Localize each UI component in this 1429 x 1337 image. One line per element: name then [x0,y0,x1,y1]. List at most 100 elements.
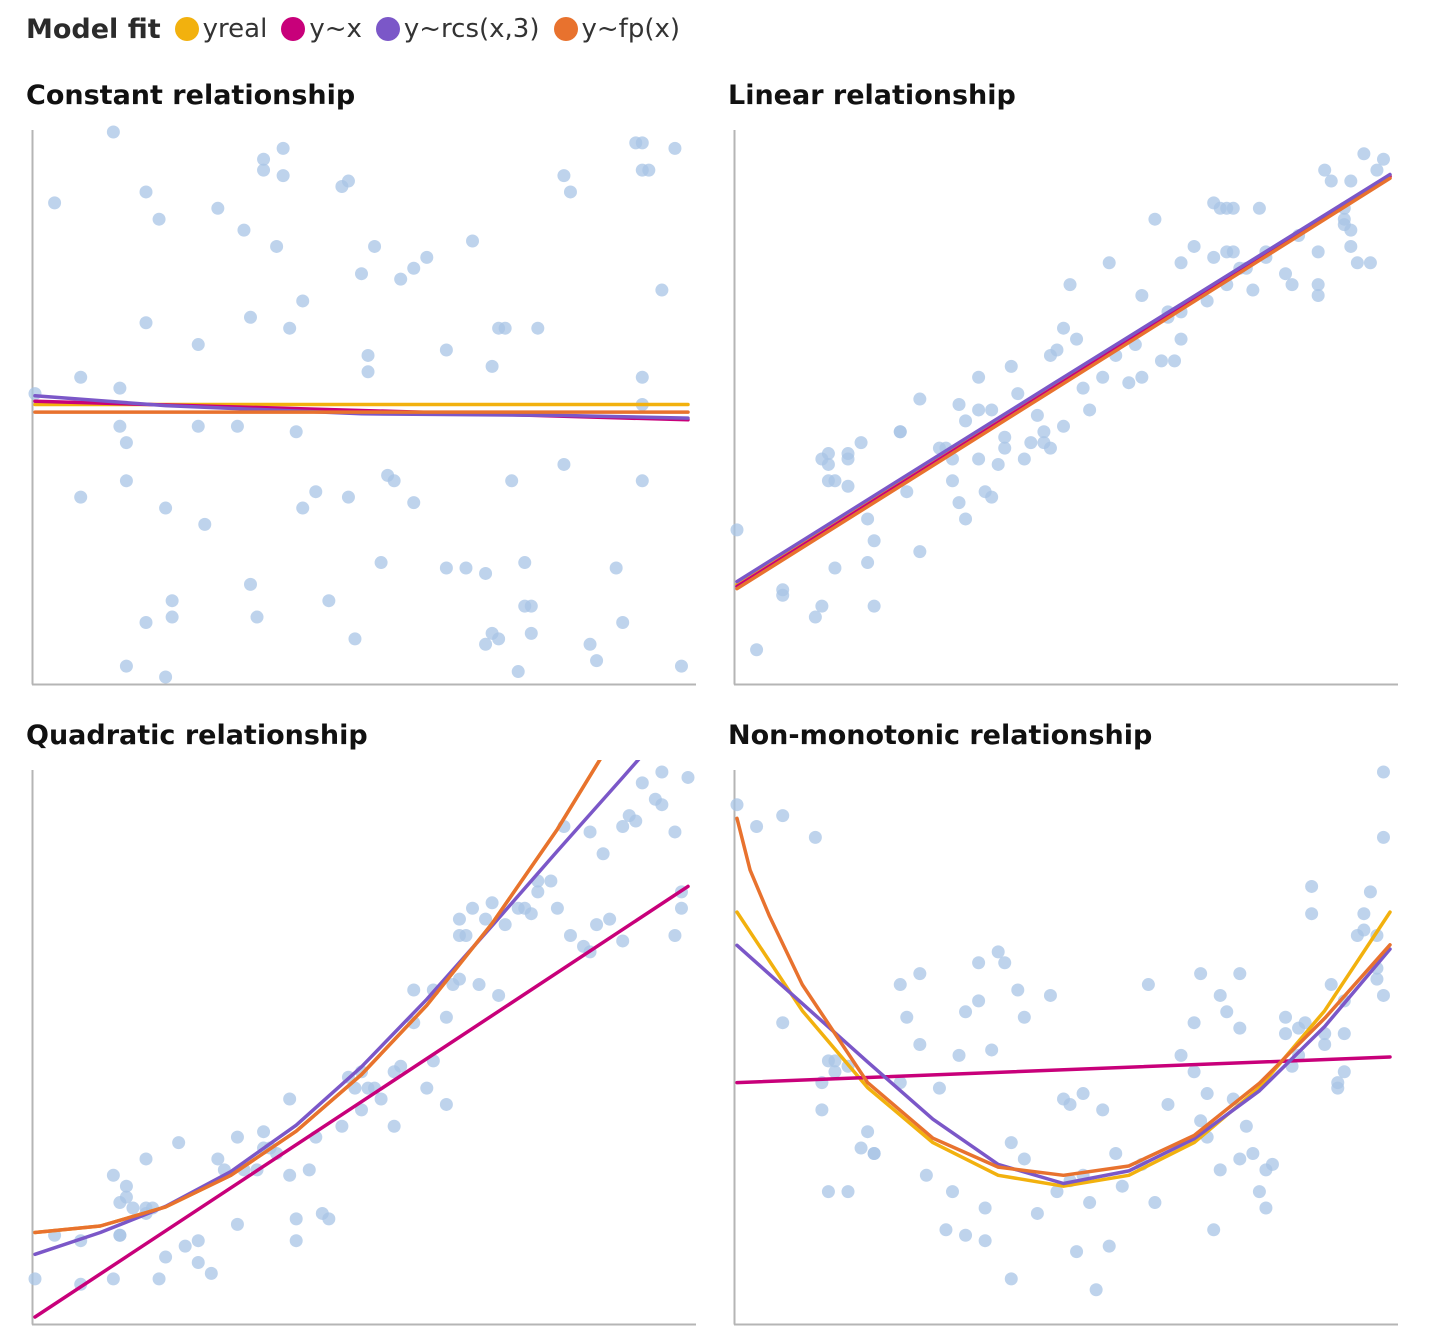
data-point [498,918,512,932]
data-point [900,485,914,499]
data-point [1252,201,1266,215]
data-point [1363,256,1377,270]
data-point [1331,1081,1345,1095]
data-point [74,370,88,384]
data-point [531,321,545,335]
data-point [139,1152,153,1166]
data-point [48,196,62,210]
data-point [159,670,173,684]
data-point [296,501,310,515]
data-point [972,994,986,1008]
data-point [730,798,744,812]
data-point [1279,1027,1293,1041]
data-point [635,776,649,790]
data-point [1004,359,1018,373]
data-point [867,534,881,548]
data-point [750,820,764,833]
data-point [407,983,421,997]
data-point [113,1228,127,1242]
data-point [1096,1103,1110,1117]
data-point [1043,441,1057,455]
data-point [1063,1097,1077,1111]
fit-line-y-fp-x- [735,816,1392,1178]
data-point [1148,212,1162,226]
data-point [1057,419,1070,433]
data-point [861,556,875,570]
data-point [642,163,656,177]
data-point [106,1272,120,1286]
data-point [1246,283,1260,297]
data-point [563,185,577,199]
data-point [452,972,466,986]
data-point [945,474,959,488]
data-point [674,901,688,915]
data-point [191,1256,205,1269]
data-point [1115,1179,1129,1193]
data-point [1187,1065,1201,1079]
data-point [985,1043,999,1057]
data-point [808,830,822,844]
data-point [616,616,630,629]
data-point [466,901,480,915]
data-point [335,1119,349,1133]
data-point [165,594,179,608]
data-point [668,141,682,155]
data-point [1285,278,1299,292]
data-point [991,945,1005,959]
data-point [1089,1283,1103,1297]
data-point [998,430,1012,444]
data-point [172,1136,186,1150]
data-point [750,643,764,657]
data-point [479,637,493,651]
data-point [1305,907,1319,921]
data-point [126,1201,140,1215]
data-point [635,370,649,384]
data-point [1017,452,1031,466]
data-point [952,398,966,411]
data-point [681,770,695,784]
data-point [998,956,1012,970]
data-point [730,523,744,537]
data-point [485,359,499,373]
data-point [439,1097,453,1111]
data-point [1337,1027,1351,1041]
data-point [1063,278,1077,292]
data-point [1174,1048,1188,1062]
data-point [1357,907,1371,921]
legend-swatch-linear [281,17,306,41]
fit-lines [33,394,690,422]
data-point [407,261,421,275]
data-point [439,1010,453,1024]
legend-label: y~rcs(x,3) [403,14,540,44]
data-point [867,1147,881,1160]
data-point [1200,294,1214,308]
data-point [459,561,473,575]
data-point [113,381,127,395]
data-point [28,1272,42,1286]
data-point [159,501,173,515]
data-point [1187,239,1201,253]
data-point [1292,1048,1306,1062]
data-point [854,436,868,450]
data-point [1305,879,1319,893]
data-point [518,556,532,570]
data-point [1030,1206,1044,1220]
data-point [472,978,486,992]
data-point [289,425,303,439]
legend-item-yreal: yreal [174,14,267,44]
data-point [900,1010,914,1024]
data-point [841,1185,855,1199]
data-point [828,474,842,488]
data-point [959,1005,973,1019]
data-point [1135,370,1149,384]
legend-title: Model fit [26,13,161,45]
data-point [374,556,388,570]
panel-title-quadratic: Quadratic relationship [26,720,368,751]
legend: Model fit yreal y~x y~rcs(x,3) y~fp(x) [26,8,694,50]
data-point [374,1092,388,1106]
fit-lines [735,816,1392,1188]
data-point [776,809,790,823]
data-point [178,1239,192,1253]
data-point [479,566,493,580]
data-point [211,1152,225,1166]
